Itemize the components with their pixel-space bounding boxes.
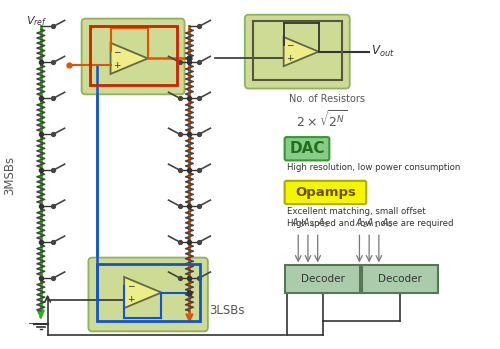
Text: Excellent matching, small offset: Excellent matching, small offset bbox=[286, 207, 426, 216]
Polygon shape bbox=[124, 277, 162, 308]
Bar bbox=[284, 265, 360, 292]
Text: $V_{ref}$: $V_{ref}$ bbox=[26, 15, 48, 29]
Text: $A_5A_4\ A_3$: $A_5A_4\ A_3$ bbox=[292, 217, 330, 230]
Text: 3LSBs: 3LSBs bbox=[209, 304, 244, 317]
Text: −: − bbox=[286, 40, 294, 50]
Text: −: − bbox=[28, 319, 36, 329]
Text: $V_{out}$: $V_{out}$ bbox=[371, 44, 395, 59]
Text: High speed and low noise are required: High speed and low noise are required bbox=[286, 219, 453, 228]
Text: Opamps: Opamps bbox=[295, 186, 356, 199]
Text: Decoder: Decoder bbox=[300, 274, 344, 284]
Text: −: − bbox=[114, 47, 121, 56]
Bar bbox=[90, 27, 177, 85]
Text: $A_2A_1\ A_0$: $A_2A_1\ A_0$ bbox=[354, 217, 394, 230]
Text: No. of Resistors: No. of Resistors bbox=[290, 94, 366, 104]
Text: Decoder: Decoder bbox=[378, 274, 422, 284]
FancyBboxPatch shape bbox=[245, 15, 350, 89]
Bar bbox=[97, 264, 200, 321]
Bar bbox=[252, 22, 342, 80]
Text: +: + bbox=[114, 61, 121, 70]
FancyBboxPatch shape bbox=[284, 137, 330, 161]
Text: High resolution, low power consumption: High resolution, low power consumption bbox=[286, 163, 460, 172]
Text: 3MSBs: 3MSBs bbox=[3, 155, 16, 194]
Polygon shape bbox=[284, 37, 318, 66]
Bar bbox=[362, 265, 438, 292]
Text: −: − bbox=[127, 281, 134, 290]
FancyBboxPatch shape bbox=[88, 258, 208, 332]
Text: $2\times\sqrt{2^N}$: $2\times\sqrt{2^N}$ bbox=[296, 110, 348, 131]
FancyBboxPatch shape bbox=[284, 181, 366, 204]
Text: +: + bbox=[286, 54, 294, 63]
Polygon shape bbox=[110, 43, 148, 74]
FancyBboxPatch shape bbox=[82, 18, 184, 94]
Text: DAC: DAC bbox=[289, 141, 324, 156]
Text: +: + bbox=[127, 295, 134, 304]
